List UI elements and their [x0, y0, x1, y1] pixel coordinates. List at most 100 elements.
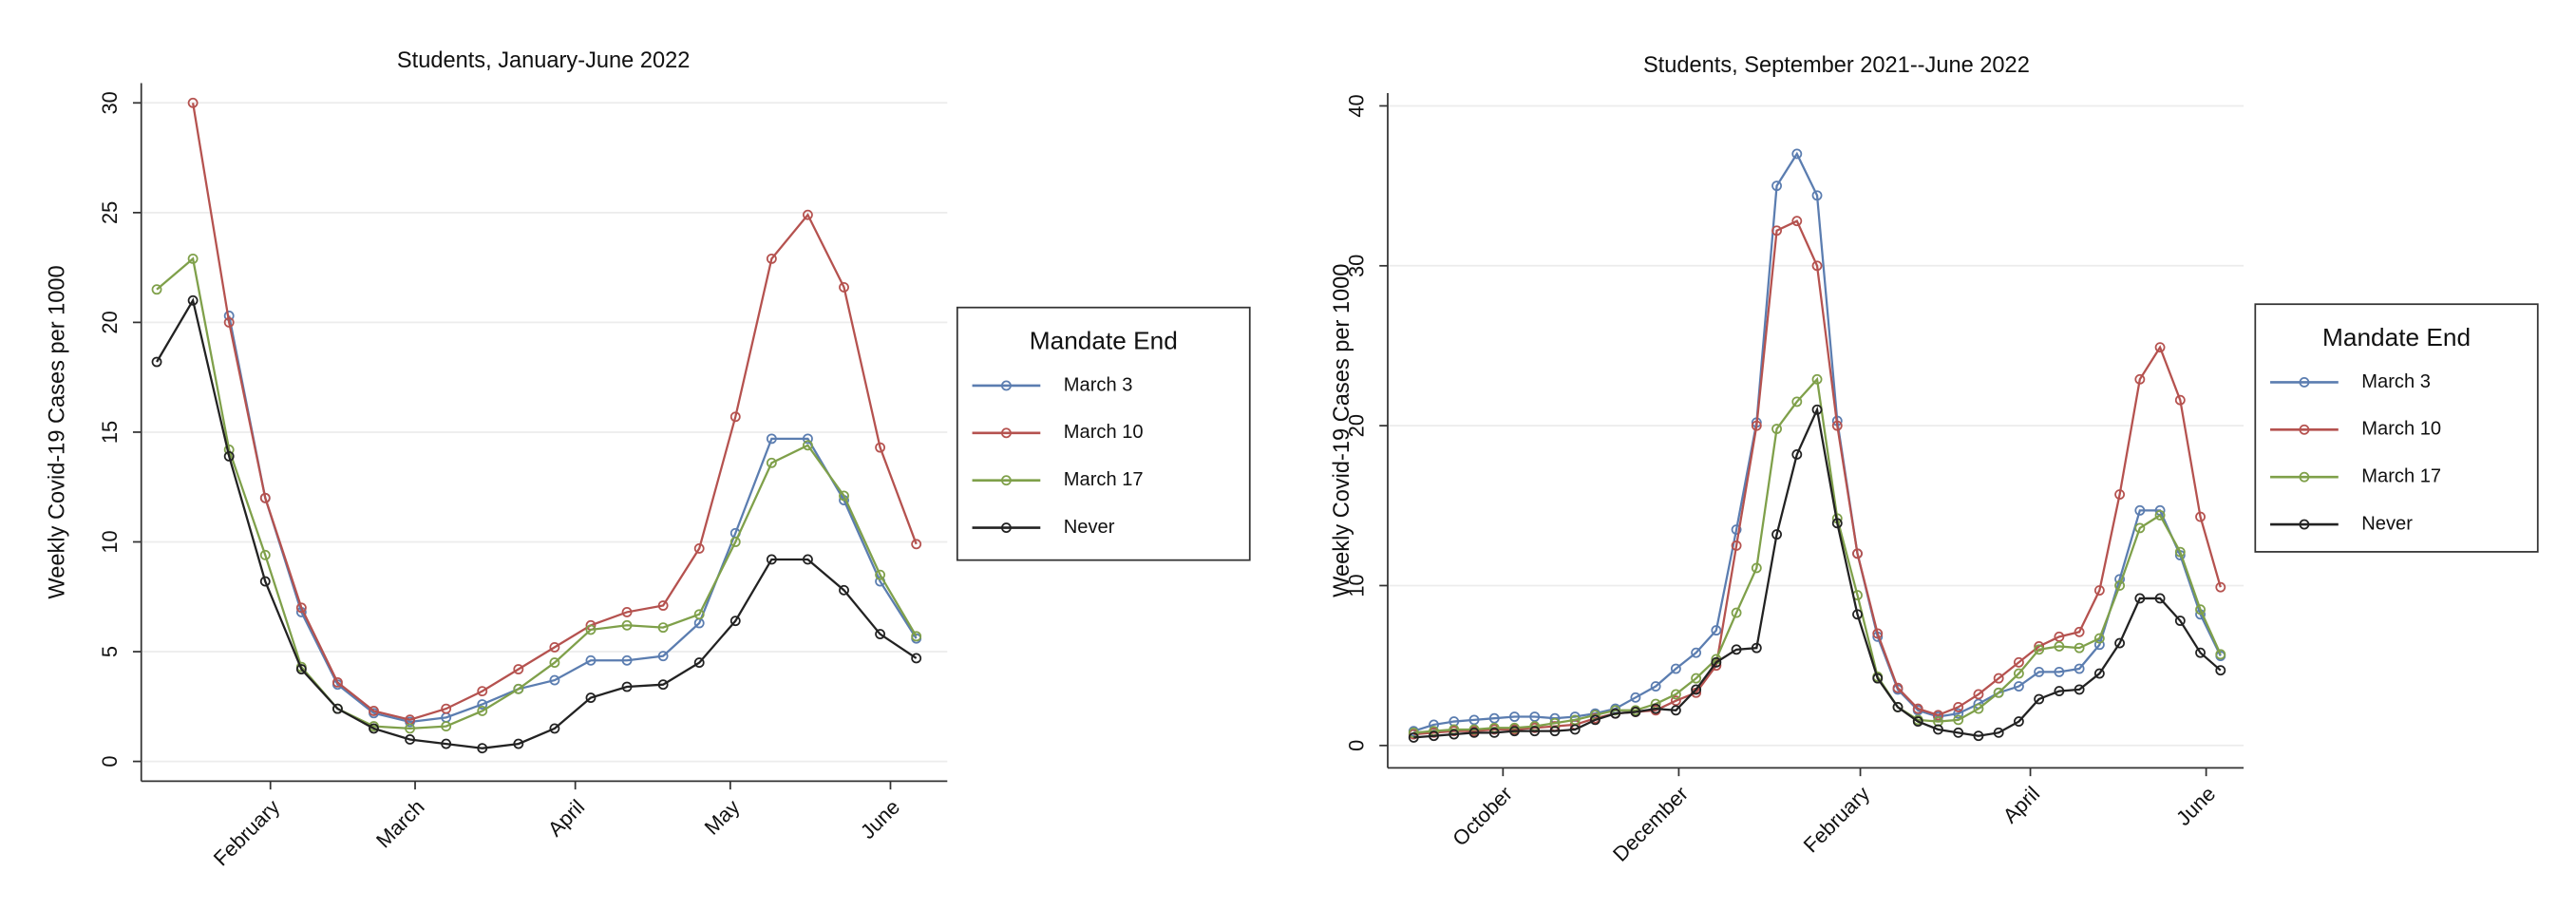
data-point [1892, 682, 1904, 693]
data-point [1791, 396, 1803, 408]
data-point [477, 743, 488, 754]
data-point [259, 492, 271, 503]
data-point [295, 664, 307, 674]
data-point [911, 631, 922, 642]
data-point [1468, 727, 1480, 738]
series-line [156, 297, 918, 749]
data-point [332, 676, 343, 688]
data-point [259, 576, 271, 587]
data-point [1751, 420, 1762, 431]
data-point [803, 554, 813, 565]
data-point [1590, 714, 1601, 726]
data-point [1993, 687, 2004, 698]
data-point [1468, 724, 1480, 735]
data-point [513, 683, 524, 694]
data-point [1791, 216, 1803, 227]
data-point [2174, 616, 2186, 626]
data-point [187, 253, 199, 264]
data-point [911, 539, 922, 550]
data-point [729, 616, 741, 627]
data-point [2134, 522, 2146, 534]
data-point [1429, 730, 1439, 742]
data-point [1630, 707, 1641, 717]
x-tick-label: October [1448, 782, 1517, 851]
data-point [2074, 684, 2085, 695]
data-point [332, 703, 343, 714]
legend-marker [2299, 377, 2310, 388]
data-point [1912, 703, 1923, 714]
data-point [2054, 666, 2065, 677]
data-point [1569, 714, 1581, 726]
y-tick-label: 30 [98, 91, 122, 114]
data-point [1973, 730, 1984, 742]
data-point [2215, 581, 2226, 593]
data-point [1831, 518, 1843, 529]
legend-label: Never [1064, 517, 1115, 538]
data-point [621, 681, 633, 692]
data-point [1488, 712, 1500, 724]
data-point [1509, 711, 1520, 722]
data-point [2195, 647, 2206, 658]
series-line [191, 103, 918, 721]
data-point [1953, 714, 1964, 726]
data-point [1468, 714, 1480, 726]
legend-marker [2299, 424, 2310, 435]
x-tick-label: February [1799, 782, 1875, 858]
data-point [223, 450, 235, 462]
data-point [621, 654, 633, 666]
legend-marker [2299, 519, 2310, 530]
data-point [621, 607, 633, 617]
data-point [1549, 726, 1561, 737]
data-point [259, 549, 271, 560]
data-point [657, 600, 669, 611]
data-point [2154, 593, 2166, 604]
data-point [2195, 604, 2206, 616]
legend-label: March 10 [2361, 419, 2441, 440]
series-line [1412, 151, 2222, 732]
data-point [1691, 673, 1702, 684]
x-tick-label: June [2171, 782, 2220, 830]
data-point [295, 602, 307, 614]
y-tick-label: 0 [1344, 740, 1368, 751]
data-point [2034, 644, 2045, 655]
data-point [2093, 633, 2105, 644]
data-point [585, 692, 597, 703]
data-point [1650, 681, 1661, 692]
data-point [1791, 148, 1803, 160]
legend-label: March 17 [1064, 469, 1144, 490]
data-point [2174, 546, 2186, 558]
data-point [187, 294, 199, 306]
data-point [549, 674, 560, 686]
data-point [1711, 625, 1722, 636]
data-point [2074, 663, 2085, 674]
data-point [2114, 489, 2126, 500]
data-point [369, 706, 379, 716]
data-point [693, 542, 705, 554]
data-point [513, 738, 524, 749]
data-point [1731, 524, 1742, 535]
data-point [1529, 711, 1541, 722]
data-point [2013, 716, 2024, 727]
data-point [151, 284, 162, 295]
data-point [549, 657, 560, 669]
data-point [2195, 511, 2206, 522]
data-point [1892, 701, 1904, 712]
data-point [1771, 180, 1782, 192]
data-point [2034, 693, 2045, 705]
legend-marker [1001, 475, 1012, 486]
y-tick-label: 10 [98, 530, 122, 553]
series-line [1413, 376, 2222, 734]
legend-title: Mandate End [2322, 323, 2471, 351]
data-point [1731, 607, 1742, 618]
data-point [1751, 562, 1762, 574]
y-tick-label: 20 [1344, 414, 1368, 437]
data-point [2093, 585, 2105, 596]
data-point [875, 442, 886, 453]
data-point [1973, 689, 1984, 700]
data-point [2174, 394, 2186, 406]
data-point [1872, 628, 1884, 639]
data-point [549, 723, 560, 734]
data-point [1610, 708, 1621, 719]
data-point [477, 699, 488, 710]
data-point [1751, 642, 1762, 654]
